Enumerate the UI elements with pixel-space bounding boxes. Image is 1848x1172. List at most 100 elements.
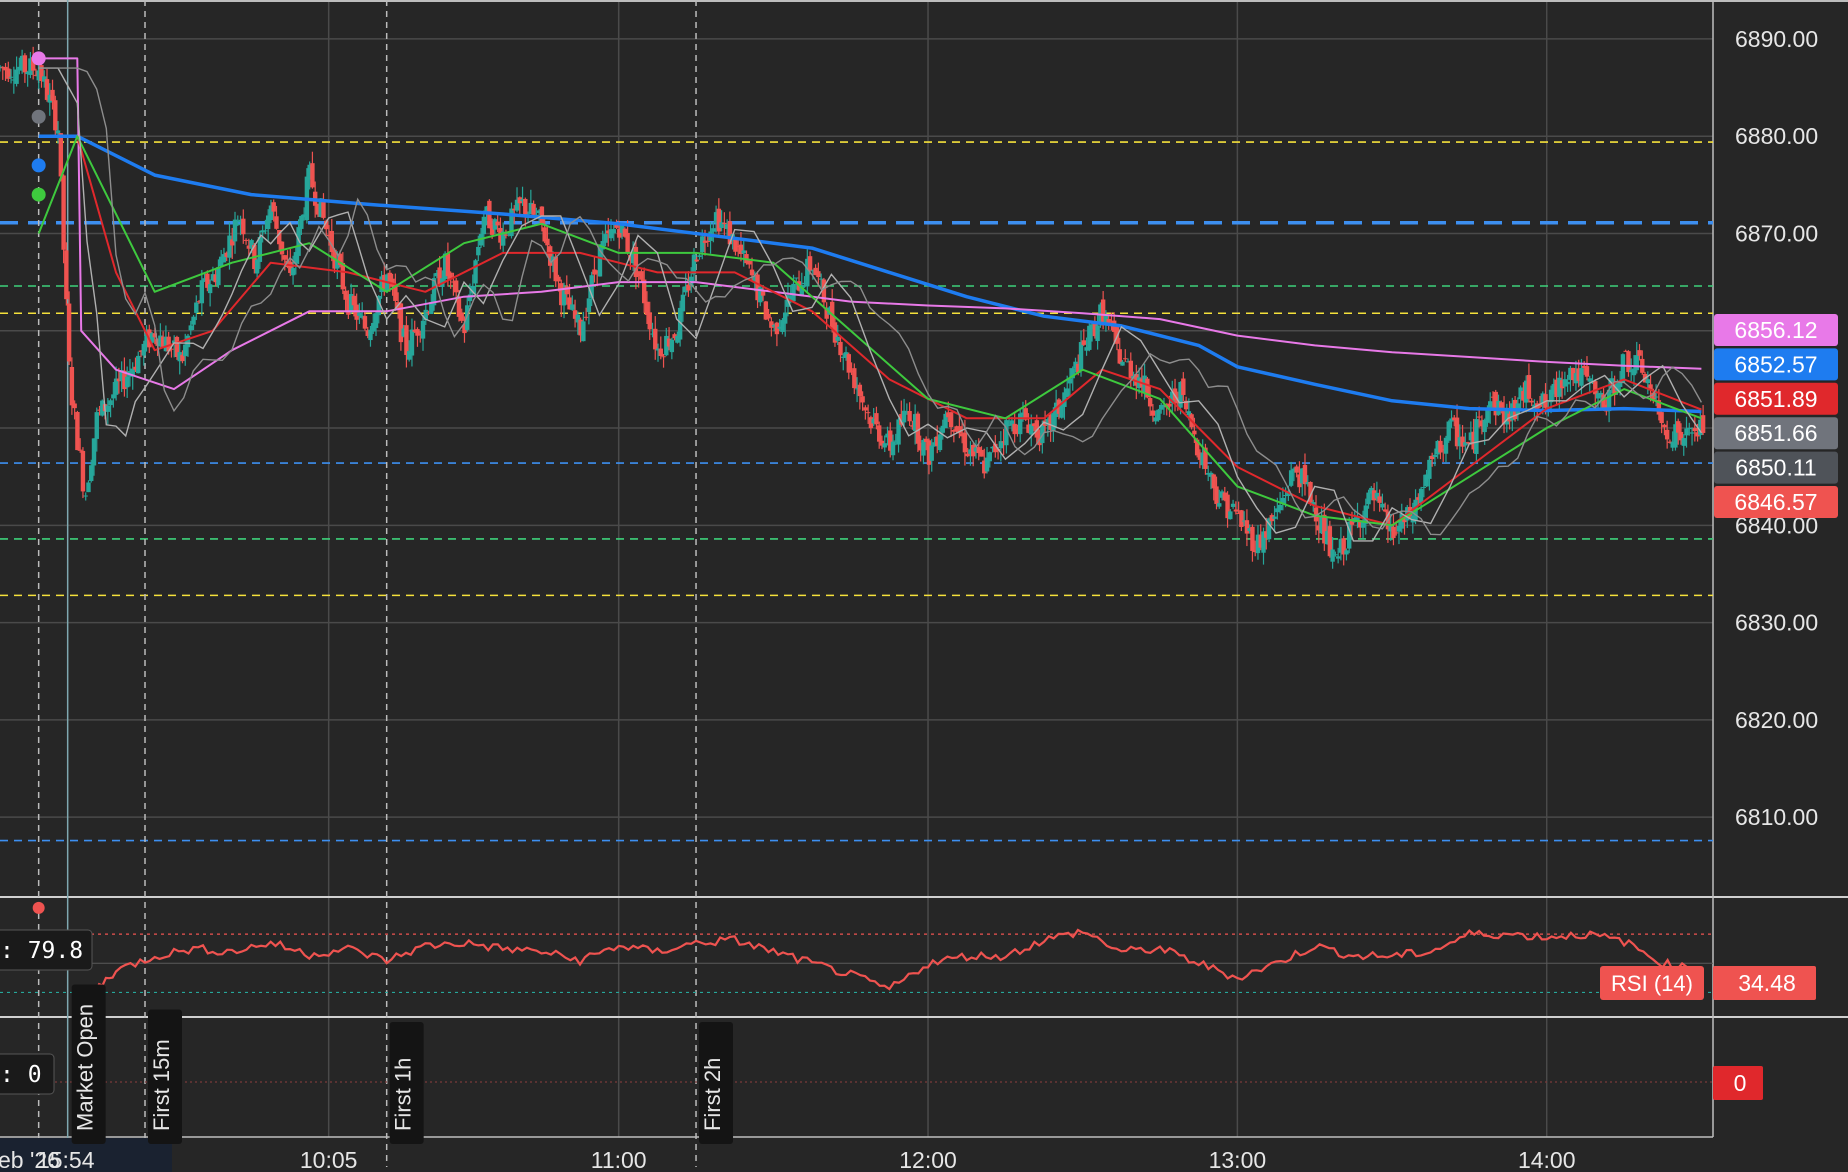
candle-body	[1595, 393, 1601, 399]
candle-body	[912, 414, 918, 432]
candle-body	[1300, 468, 1305, 484]
candle-body	[520, 199, 525, 202]
candle-body	[232, 219, 238, 242]
candle-body	[484, 206, 489, 215]
moving-average-line	[38, 67, 1703, 536]
candle-body	[763, 301, 769, 320]
candle-body	[971, 444, 976, 457]
candle-body	[263, 230, 268, 232]
candle-body	[874, 413, 879, 425]
candle-body	[207, 284, 213, 294]
candle-body	[876, 425, 882, 442]
candle-body	[1208, 472, 1214, 477]
candle-body	[1692, 427, 1698, 432]
candle-body	[77, 449, 83, 451]
candle-body	[589, 275, 594, 298]
price-badge-bg	[1714, 486, 1838, 518]
candle-body	[1015, 429, 1020, 434]
candle-body	[1601, 394, 1606, 410]
candle-body	[64, 250, 69, 300]
candle-body	[1012, 423, 1017, 435]
candle-body	[1526, 375, 1532, 399]
candle-body	[216, 267, 221, 286]
candle-body	[672, 334, 677, 339]
session-label-text: First 1h	[391, 1058, 416, 1131]
candle-body	[899, 414, 904, 425]
candle-body	[1255, 534, 1261, 554]
candle-body	[72, 403, 77, 409]
candle-body	[119, 370, 124, 381]
rsi-line	[72, 928, 1698, 999]
candle-body	[1247, 528, 1252, 532]
candle-body	[1510, 403, 1515, 421]
price-badge: 6852.57	[1714, 348, 1838, 381]
candle-body	[1335, 556, 1341, 559]
candle-body	[517, 197, 522, 204]
candle-body	[1018, 413, 1023, 435]
candle-body	[860, 396, 865, 403]
candle-body	[1570, 367, 1576, 381]
candle-body	[243, 239, 249, 241]
candle-body	[379, 276, 384, 293]
rsi-panel[interactable]: RSI (14) 34.48	[0, 901, 1816, 1000]
candle-body	[1460, 436, 1465, 447]
lower-panel[interactable]: 0	[0, 1066, 1763, 1100]
candle-body	[459, 312, 464, 321]
candle-body	[1579, 368, 1584, 386]
rsi-value: 34.48	[1738, 970, 1796, 996]
rsi-value-badge: 34.48	[1713, 966, 1816, 1000]
candle-body	[271, 202, 276, 212]
candle-body	[594, 270, 600, 274]
candle-body	[871, 418, 876, 424]
candle-body	[1435, 440, 1440, 455]
candle-body	[1648, 384, 1653, 391]
candle-body	[149, 333, 155, 343]
candle-body	[1106, 319, 1111, 325]
candle-body	[816, 271, 821, 278]
candle-body	[1178, 382, 1183, 408]
candle-body	[91, 438, 97, 466]
candle-body	[3, 66, 8, 71]
candle-body	[918, 442, 923, 451]
candle-body	[705, 240, 710, 242]
candle-body	[141, 343, 146, 356]
candle-body	[760, 291, 766, 296]
candle-body	[1678, 431, 1684, 441]
candle-body	[1485, 409, 1490, 423]
candle-body	[923, 438, 929, 442]
candle-body	[30, 57, 36, 71]
candle-body	[1659, 412, 1664, 424]
candle-body	[1197, 452, 1203, 460]
candle-body	[1529, 400, 1534, 403]
candle-body	[711, 228, 716, 232]
candle-body	[213, 274, 218, 283]
candle-body	[335, 259, 340, 269]
candle-body	[94, 412, 99, 439]
candle-body	[1476, 416, 1482, 418]
candle-body	[1053, 402, 1059, 418]
candle-body	[1117, 349, 1122, 364]
candle-body	[359, 315, 365, 318]
candle-body	[1219, 491, 1225, 498]
candle-body	[1366, 492, 1371, 505]
candle-body	[1145, 378, 1150, 398]
candle-body	[227, 235, 232, 258]
candle-body	[442, 253, 448, 280]
candle-body	[1100, 299, 1106, 326]
candle-body	[523, 198, 528, 215]
candle-body	[1009, 420, 1015, 426]
candle-body	[561, 290, 567, 306]
candle-body	[351, 295, 357, 306]
candle-body	[1078, 342, 1084, 372]
candle-body	[1548, 389, 1554, 403]
candle-body	[882, 443, 887, 448]
candle-body	[1617, 382, 1623, 387]
candle-body	[160, 336, 166, 347]
candle-body	[799, 285, 804, 297]
candle-body	[722, 222, 727, 225]
candle-body	[17, 66, 22, 71]
candle-body	[36, 70, 41, 81]
